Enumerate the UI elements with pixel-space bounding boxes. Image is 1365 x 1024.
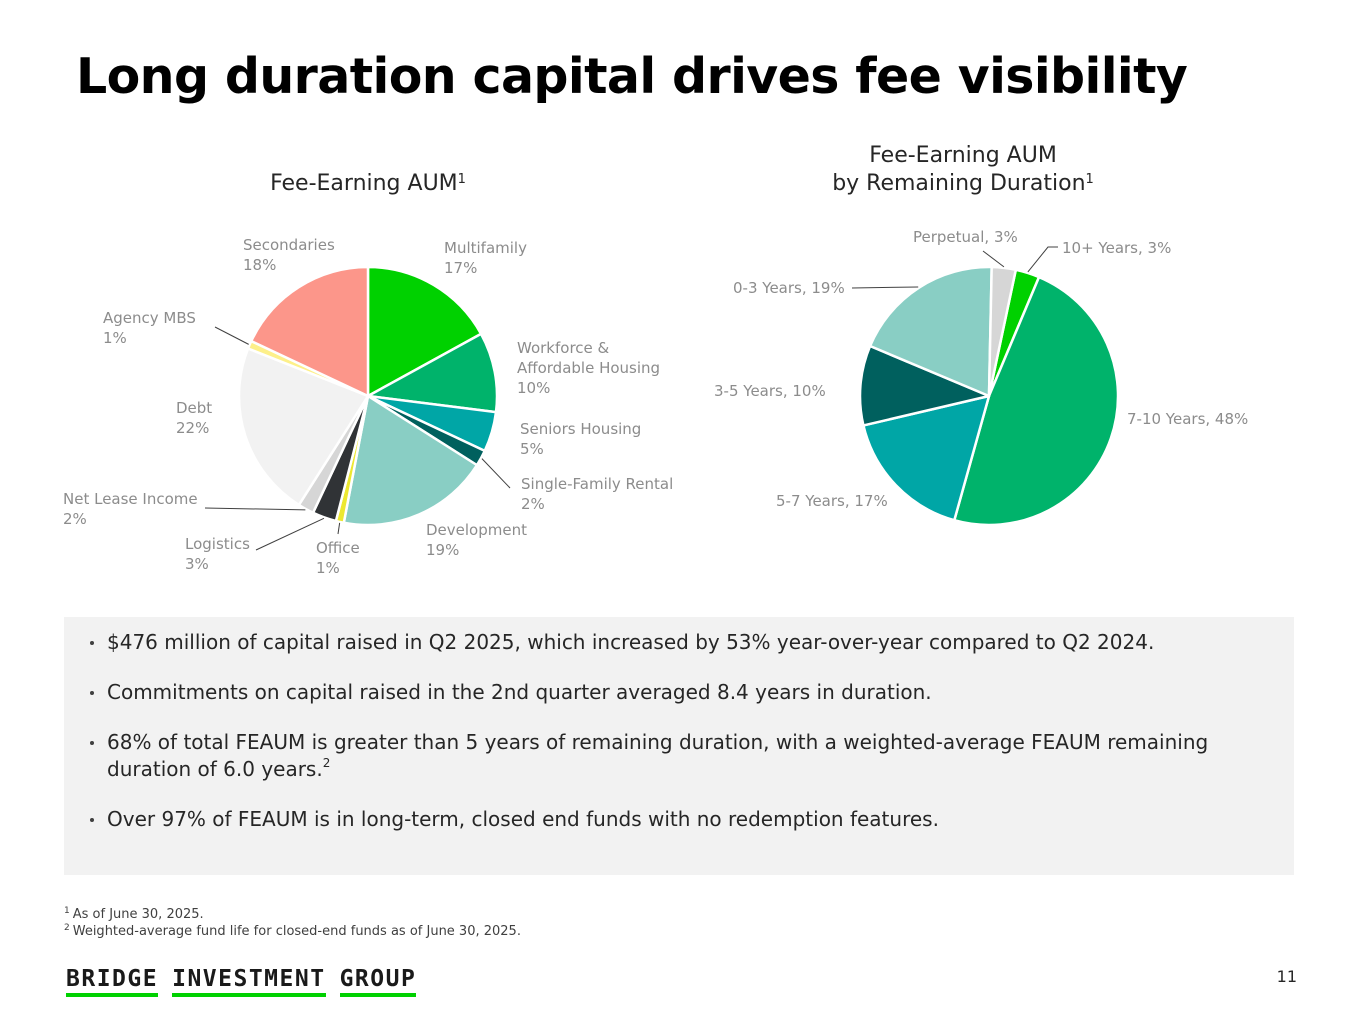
chart2-slice-3-5-years	[858, 344, 991, 427]
footnote-mark: 2	[64, 923, 70, 933]
chart1-title-superscript: 1	[457, 172, 466, 187]
chart1-title-text: Fee-Earning AUM	[270, 171, 458, 196]
footnotes: 1 As of June 30, 2025. 2 Weighted-average f…	[64, 906, 521, 940]
chart1-label-single-family-rental: Single-Family Rental 2%	[521, 475, 673, 513]
chart1-leader-line	[214, 326, 249, 345]
chart2-slice-5-7-years	[862, 394, 991, 522]
highlight-bullet: $476 million of capital raised in Q2 202…	[88, 629, 1254, 656]
pie-chart-fee-earning-aum: Multifamily 17% Workforce & Affordable Hous…	[63, 236, 673, 577]
logo-word: INVESTMENT	[172, 966, 326, 997]
logo-word: BRIDGE	[66, 966, 159, 997]
chart1-label-workforce-affordable-housing: Workforce & Affordable Housing 10%	[517, 339, 660, 397]
highlight-bullet: Commitments on capital raised in the 2nd…	[88, 679, 1254, 706]
chart2-leader-line	[982, 250, 1005, 268]
chart1-leader-line	[337, 522, 341, 535]
highlight-text: 68% of total FEAUM is greater than 5 yea…	[107, 730, 1209, 781]
chart2-slice-0-3-years	[868, 265, 993, 398]
chart1-label-logistics: Logistics 3%	[185, 535, 250, 573]
chart1-label-agency-mbs: Agency MBS 1%	[103, 309, 196, 347]
chart1-slice-secondaries	[250, 265, 370, 398]
chart1-leader-line	[255, 517, 325, 551]
footnote-reference: 2	[322, 756, 331, 770]
chart1-label-secondaries: Secondaries 18%	[243, 236, 335, 274]
footnote-text: Weighted-average fund life for closed-en…	[72, 924, 521, 939]
highlight-bullet: Over 97% of FEAUM is in long-term, close…	[88, 806, 1254, 833]
chart2-leader-line	[1027, 246, 1058, 273]
footnote: 2 Weighted-average fund life for closed-e…	[64, 923, 521, 940]
chart2-title-line2: by Remaining Duration	[832, 171, 1086, 196]
chart1-label-office: Office 1%	[316, 539, 360, 577]
chart1-label-debt: Debt 22%	[176, 399, 212, 437]
chart2-label-perpetual: Perpetual, 3%	[913, 228, 1018, 246]
footnote-mark: 1	[64, 906, 70, 916]
chart2-slice-7-10-years	[953, 275, 1120, 527]
chart2-label-3-5-years: 3-5 Years, 10%	[714, 382, 826, 400]
chart2-label-10-years: 10+ Years, 3%	[1062, 239, 1171, 257]
chart1-slice-development	[342, 394, 479, 527]
chart1-slice-debt	[237, 347, 370, 507]
chart1-label-net-lease-income: Net Lease Income 2%	[63, 490, 198, 528]
footnote-text: As of June 30, 2025.	[72, 907, 204, 922]
logo-word: GROUP	[339, 966, 417, 997]
chart2-label-0-3-years: 0-3 Years, 19%	[733, 279, 845, 297]
chart2-slice-perpetual	[987, 265, 1018, 398]
footnote: 1 As of June 30, 2025.	[64, 906, 521, 923]
chart1-leader-line	[481, 458, 511, 489]
page-title: Long duration capital drives fee visibil…	[76, 48, 1188, 105]
chart1-label-development: Development 19%	[426, 521, 527, 559]
chart1-slice-workforce-affordable-housing	[366, 332, 499, 414]
highlight-text: Over 97% of FEAUM is in long-term, close…	[107, 807, 939, 831]
chart1-title: Fee-Earning AUM1	[200, 170, 536, 198]
pie-charts: Multifamily 17% Workforce & Affordable Hous…	[63, 228, 1248, 577]
highlight-text: Commitments on capital raised in the 2nd…	[107, 680, 932, 704]
highlight-bullet: 68% of total FEAUM is greater than 5 yea…	[88, 729, 1254, 783]
chart2-label-5-7-years: 5-7 Years, 17%	[776, 492, 888, 510]
highlights-list: $476 million of capital raised in Q2 202…	[88, 629, 1254, 833]
chart1-label-multifamily: Multifamily 17%	[444, 239, 527, 277]
highlights-panel: $476 million of capital raised in Q2 202…	[64, 617, 1294, 875]
chart1-leader-line	[204, 507, 306, 511]
chart2-title: Fee-Earning AUM by Remaining Duration1	[780, 142, 1146, 198]
chart2-title-superscript: 1	[1085, 172, 1094, 187]
company-logo: BRIDGE INVESTMENT GROUP	[66, 966, 417, 997]
chart1-slice-multifamily	[366, 265, 483, 398]
chart2-leader-line	[851, 286, 919, 289]
pie-chart-remaining-duration: 10+ Years, 3% 7-10 Years, 48% 5-7 Years, 1…	[714, 228, 1248, 527]
chart1-label-seniors-housing: Seniors Housing 5%	[520, 420, 641, 458]
chart2-title-line1: Fee-Earning AUM	[869, 143, 1057, 168]
highlight-text: $476 million of capital raised in Q2 202…	[107, 630, 1155, 654]
page-number: 11	[1276, 967, 1297, 986]
chart2-label-7-10-years: 7-10 Years, 48%	[1127, 410, 1248, 428]
